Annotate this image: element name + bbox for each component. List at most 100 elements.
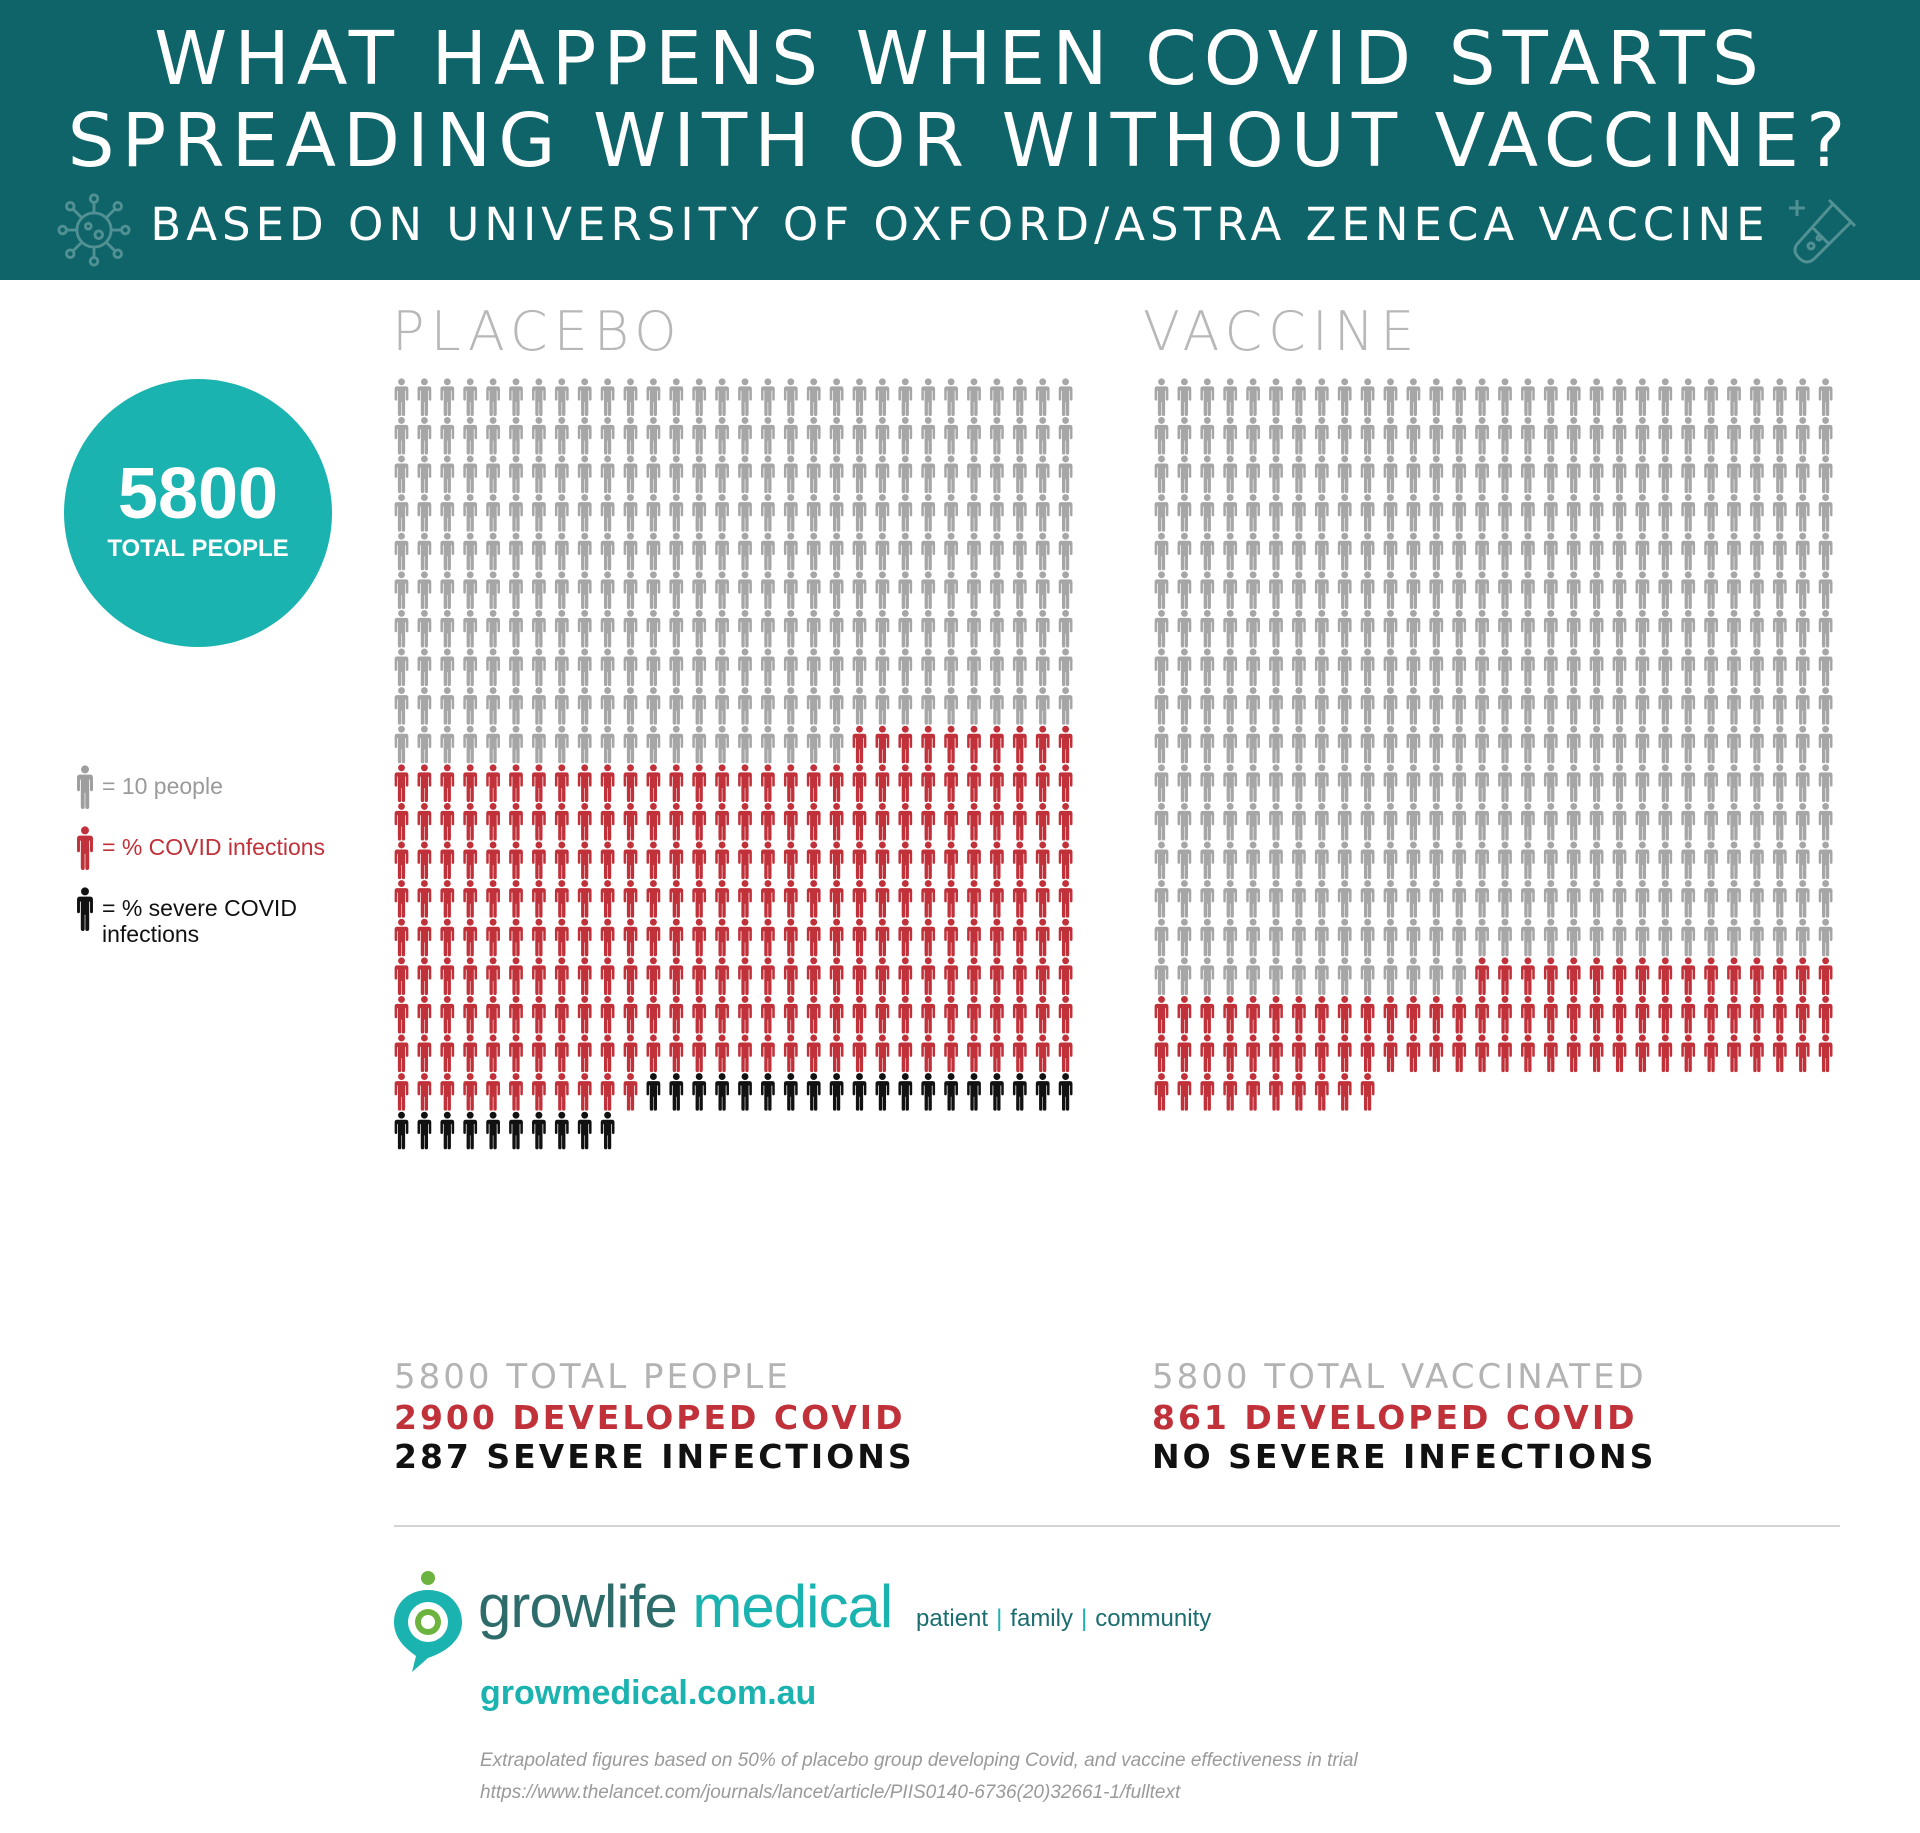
vaccine-person-icon-gray: [1704, 687, 1718, 725]
vaccine-person-icon-gray: [1795, 532, 1810, 571]
placebo-person-icon-gray: [990, 571, 1004, 609]
placebo-person-icon-gray: [532, 648, 546, 687]
vaccine-person-icon-gray: [1543, 494, 1558, 532]
vaccine-person-icon-gray: [1177, 494, 1192, 532]
placebo-person-icon-red: [623, 1034, 638, 1073]
placebo-person-icon-red: [944, 1034, 958, 1073]
placebo-person-icon-gray: [692, 416, 707, 455]
placebo-person-icon-red: [1058, 995, 1073, 1034]
vaccine-person-icon-gray: [1635, 764, 1650, 802]
vaccine-person-icon-gray: [1360, 880, 1375, 918]
placebo-person-icon-red: [852, 995, 867, 1034]
placebo-person-icon-red: [898, 764, 913, 802]
vaccine-person-icon-red: [1246, 1034, 1260, 1073]
vaccine-person-icon-gray: [1383, 764, 1398, 802]
vaccine-person-icon-gray: [1154, 880, 1169, 918]
vaccine-person-icon-red: [1429, 995, 1444, 1034]
vaccine-person-icon-gray: [1589, 802, 1604, 841]
vaccine-person-icon-red: [1658, 1034, 1673, 1073]
vaccine-person-icon-gray: [1200, 687, 1215, 725]
website-link[interactable]: growmedical.com.au: [480, 1674, 817, 1712]
placebo-person-icon-gray: [440, 571, 455, 609]
placebo-person-icon-black: [532, 1111, 546, 1150]
vaccine-person-icon-gray: [1383, 880, 1398, 918]
placebo-person-icon-gray: [417, 532, 432, 571]
placebo-person-icon-red: [898, 725, 913, 764]
vaccine-person-icon-gray: [1314, 455, 1329, 494]
vaccine-person-icon-red: [1818, 995, 1833, 1034]
placebo-person-icon-gray: [898, 648, 913, 687]
placebo-person-icon-gray: [829, 571, 844, 609]
placebo-person-icon-red: [417, 918, 432, 957]
placebo-person-icon-red: [577, 880, 592, 918]
person-icon-gray: [74, 765, 96, 809]
placebo-person-icon-gray: [394, 609, 409, 648]
vaccine-person-icon-gray: [1521, 918, 1535, 957]
placebo-person-icon-red: [898, 802, 913, 841]
virus-icon: [57, 193, 131, 267]
placebo-person-icon-gray: [532, 494, 546, 532]
vaccine-person-icon-gray: [1452, 880, 1467, 918]
placebo-person-icon-red: [394, 880, 409, 918]
placebo-person-icon-red: [761, 1034, 775, 1073]
placebo-person-icon-gray: [417, 571, 432, 609]
placebo-person-icon-black: [761, 1073, 775, 1111]
source-url[interactable]: https://www.thelancet.com/journals/lance…: [480, 1782, 1181, 1803]
placebo-person-icon-red: [875, 841, 890, 880]
vaccine-person-icon-gray: [1452, 918, 1467, 957]
placebo-person-icon-gray: [577, 648, 592, 687]
vaccine-person-icon-gray: [1704, 378, 1718, 416]
vaccine-person-icon-gray: [1246, 687, 1260, 725]
vaccine-person-icon-gray: [1566, 841, 1581, 880]
vaccine-person-icon-red: [1269, 1073, 1283, 1111]
placebo-title: PLACEBO: [392, 300, 683, 363]
placebo-person-icon-red: [509, 918, 523, 957]
placebo-person-icon-black: [463, 1111, 478, 1150]
placebo-person-icon-red: [761, 918, 775, 957]
vaccine-person-icon-gray: [1727, 764, 1741, 802]
vaccine-person-icon-gray: [1658, 532, 1673, 571]
placebo-person-icon-gray: [486, 494, 500, 532]
placebo-person-icon-gray: [440, 725, 455, 764]
legend-item-severe: = % severe COVID infections: [74, 887, 302, 947]
placebo-person-icon-red: [486, 802, 500, 841]
vaccine-person-icon-gray: [1704, 494, 1718, 532]
placebo-person-icon-red: [394, 764, 409, 802]
vaccine-person-icon-gray: [1818, 880, 1833, 918]
vaccine-stat-severe: NO SEVERE INFECTIONS: [1152, 1437, 1657, 1476]
vaccine-person-icon-gray: [1543, 764, 1558, 802]
vaccine-person-icon-gray: [1566, 687, 1581, 725]
placebo-person-icon-gray: [829, 494, 844, 532]
placebo-person-icon-gray: [600, 494, 615, 532]
placebo-person-icon-red: [1058, 957, 1073, 995]
placebo-person-icon-gray: [554, 416, 569, 455]
vaccine-person-icon-gray: [1269, 957, 1283, 995]
vaccine-person-icon-gray: [1360, 416, 1375, 455]
placebo-person-icon-gray: [554, 725, 569, 764]
placebo-person-icon-red: [944, 995, 958, 1034]
placebo-person-icon-red: [921, 802, 936, 841]
placebo-person-icon-gray: [623, 494, 638, 532]
vaccine-person-icon-gray: [1727, 648, 1741, 687]
vaccine-person-icon-gray: [1795, 378, 1810, 416]
placebo-person-icon-red: [1035, 957, 1050, 995]
placebo-person-icon-gray: [852, 687, 867, 725]
vaccine-person-icon-red: [1704, 1034, 1718, 1073]
vaccine-person-icon-gray: [1475, 918, 1489, 957]
placebo-person-icon-gray: [532, 455, 546, 494]
vaccine-person-icon-red: [1635, 995, 1650, 1034]
vaccine-person-icon-gray: [1429, 918, 1444, 957]
vaccine-person-icon-gray: [1383, 841, 1398, 880]
placebo-person-icon-red: [806, 957, 821, 995]
vaccine-person-icon-gray: [1681, 455, 1696, 494]
vaccine-person-icon-gray: [1383, 455, 1398, 494]
vaccine-person-icon-gray: [1498, 378, 1512, 416]
placebo-person-icon-red: [577, 802, 592, 841]
vaccine-person-icon-gray: [1727, 880, 1741, 918]
placebo-person-icon-gray: [440, 494, 455, 532]
placebo-person-icon-gray: [532, 416, 546, 455]
placebo-person-icon-red: [463, 918, 478, 957]
placebo-person-icon-red: [1058, 880, 1073, 918]
placebo-person-icon-gray: [738, 609, 752, 648]
vaccine-person-icon-red: [1246, 1073, 1260, 1111]
